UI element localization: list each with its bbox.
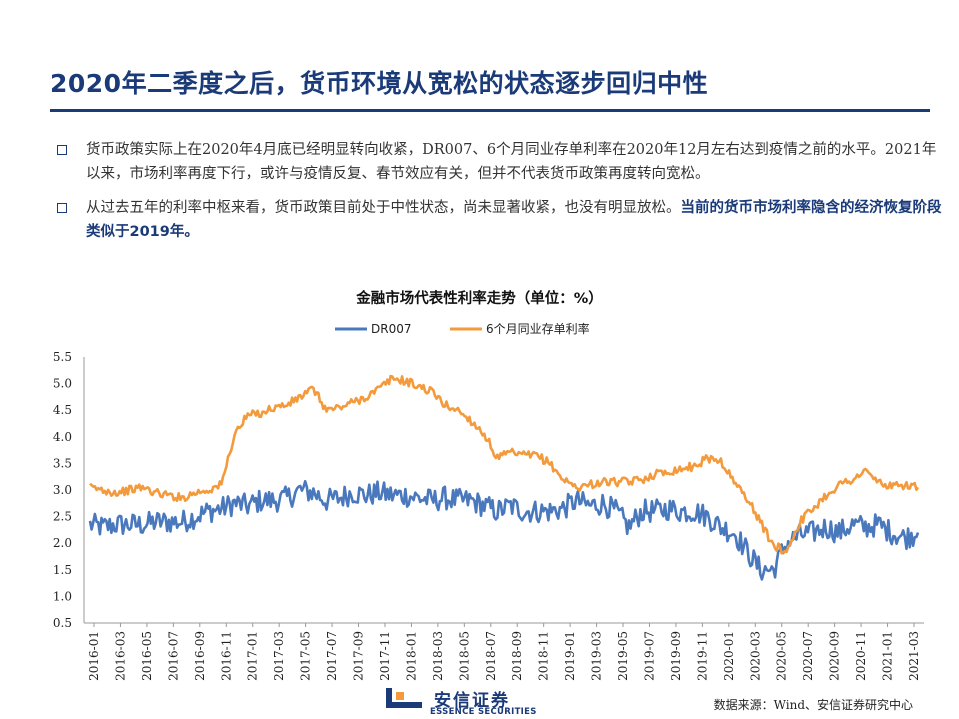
slide-title: 2020年二季度之后，货币环境从宽松的状态逐步回归中性: [50, 69, 709, 98]
y-tick-label: 4.5: [53, 403, 72, 417]
x-tick-label: 2018-01: [404, 631, 418, 681]
x-tick-label: 2017-11: [378, 631, 392, 681]
x-tick-label: 2017-01: [246, 631, 260, 681]
y-tick-label: 1.0: [53, 589, 72, 603]
x-tick-label: 2018-07: [484, 631, 498, 681]
legend-label: 6个月同业存单利率: [486, 321, 590, 336]
y-tick-label: 5.5: [53, 350, 72, 364]
x-tick-label: 2018-09: [510, 631, 524, 681]
title-divider: [50, 109, 930, 112]
x-tick-label: 2021-03: [907, 631, 921, 681]
x-tick-label: 2017-07: [325, 631, 339, 681]
x-tick-label: 2019-01: [563, 631, 577, 681]
x-tick-label: 2016-07: [166, 631, 180, 681]
logo-chinese-name: 安信证券: [434, 691, 510, 711]
bullet-point-2: 从过去五年的利率中枢来看，货币政策目前处于中性状态，尚未显著收紧，也没有明显放松…: [56, 196, 942, 244]
x-tick-label: 2017-09: [352, 631, 366, 681]
x-tick-label: 2020-11: [854, 631, 868, 681]
x-tick-label: 2020-01: [722, 631, 736, 681]
x-tick-label: 2020-05: [775, 631, 789, 681]
y-tick-label: 3.5: [53, 456, 72, 470]
y-tick-label: 2.0: [53, 536, 72, 550]
chart-title: 金融市场代表性利率走势（单位：%）: [356, 291, 603, 307]
legend-label: DR007: [371, 322, 411, 336]
x-tick-label: 2016-01: [87, 631, 101, 681]
bullet-emphasis-2: 当前的货币市场利率隐含的经济恢复阶段类似于2019年。: [86, 200, 942, 240]
series-line-dr007: [88, 479, 920, 581]
x-tick-label: 2018-03: [431, 631, 445, 681]
y-tick-label: 3.0: [53, 483, 72, 497]
x-tick-label: 2020-03: [748, 631, 762, 681]
x-tick-label: 2020-07: [801, 631, 815, 681]
rate-trend-chart: 0.5 1.0 1.5 2.0 2.5 3.0 3.5 4.0 4.5 5.0 5.5 2016-01…: [53, 321, 924, 681]
x-tick-label: 2019-05: [616, 631, 630, 681]
x-tick-label: 2016-05: [140, 631, 154, 681]
y-tick-label: 0.5: [53, 616, 72, 630]
series-line-6m-ncd-rate: [89, 374, 920, 555]
x-tick-label: 2020-09: [828, 631, 842, 681]
x-tick-label: 2016-03: [113, 631, 127, 681]
x-tick-label: 2021-01: [881, 631, 895, 681]
x-tick-label: 2017-05: [299, 631, 313, 681]
square-bullet-icon: [57, 145, 67, 155]
x-tick-label: 2019-03: [590, 631, 604, 681]
x-tick-label: 2016-09: [193, 631, 207, 681]
essence-logo-icon: [386, 688, 422, 708]
x-tick-label: 2019-07: [642, 631, 656, 681]
bullet-list: 货币政策实际上在2020年4月底已经明显转向收紧，DR007、6个月同业存单利率…: [56, 138, 942, 254]
x-tick-label: 2019-11: [695, 631, 709, 681]
square-bullet-icon: [57, 203, 67, 213]
logo-english-name: ESSENCE SECURITIES: [430, 707, 537, 717]
x-tick-label: 2019-09: [669, 631, 683, 681]
x-tick-label: 2018-11: [537, 631, 551, 681]
bullet-point-1: 货币政策实际上在2020年4月底已经明显转向收紧，DR007、6个月同业存单利率…: [56, 138, 942, 186]
x-tick-label: 2017-03: [272, 631, 286, 681]
data-source-note: 数据来源：Wind、安信证券研究中心: [713, 698, 913, 712]
x-tick-label: 2018-05: [457, 631, 471, 681]
y-tick-label: 5.0: [53, 377, 72, 391]
x-tick-label: 2016-11: [219, 631, 233, 681]
y-tick-label: 1.5: [53, 563, 72, 577]
company-logo: 安信证券 ESSENCE SECURITIES: [386, 686, 566, 718]
y-tick-label: 4.0: [53, 430, 72, 444]
bullet-text-2: 从过去五年的利率中枢来看，货币政策目前处于中性状态，尚未显著收紧，也没有明显放松…: [86, 200, 681, 216]
y-tick-label: 2.5: [53, 510, 72, 524]
bullet-text-1: 货币政策实际上在2020年4月底已经明显转向收紧，DR007、6个月同业存单利率…: [86, 142, 937, 182]
